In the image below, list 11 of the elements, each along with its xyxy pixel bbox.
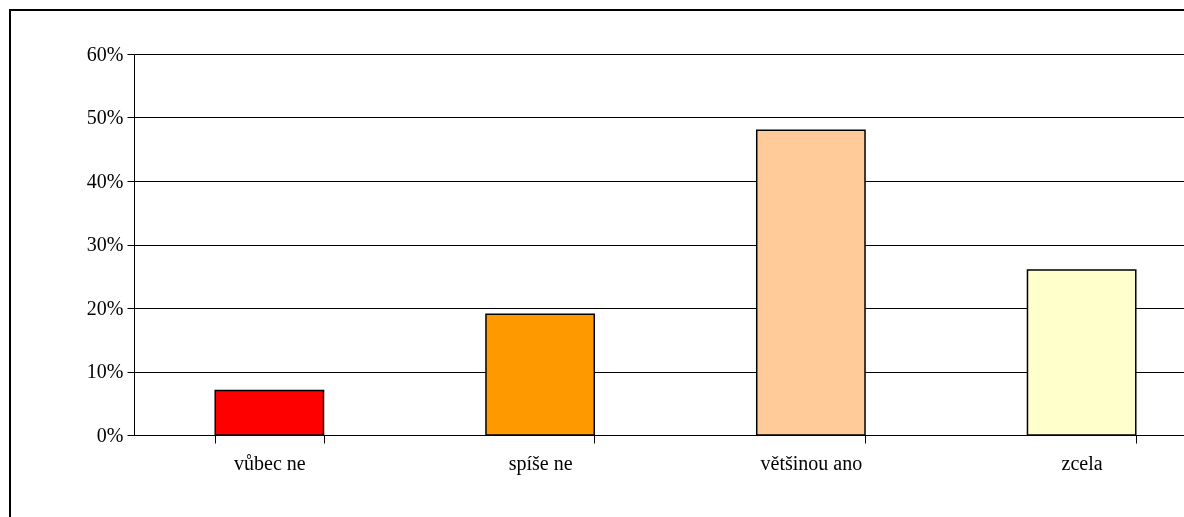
y-tick-label: 60% xyxy=(86,42,124,65)
x-tick-label: většinou ano xyxy=(760,451,863,474)
y-tick-label: 50% xyxy=(86,106,124,128)
y-tick-label: 10% xyxy=(86,360,124,382)
y-tick-label: 0% xyxy=(96,423,124,446)
x-tick-label: spíše ne xyxy=(508,451,573,475)
x-tick-label: zcela xyxy=(1061,451,1103,474)
x-tick-label: vůbec ne xyxy=(234,451,306,474)
y-tick-label: 20% xyxy=(86,296,124,319)
y-tick-label: 40% xyxy=(86,169,124,192)
y-tick-label: 30% xyxy=(86,233,124,255)
